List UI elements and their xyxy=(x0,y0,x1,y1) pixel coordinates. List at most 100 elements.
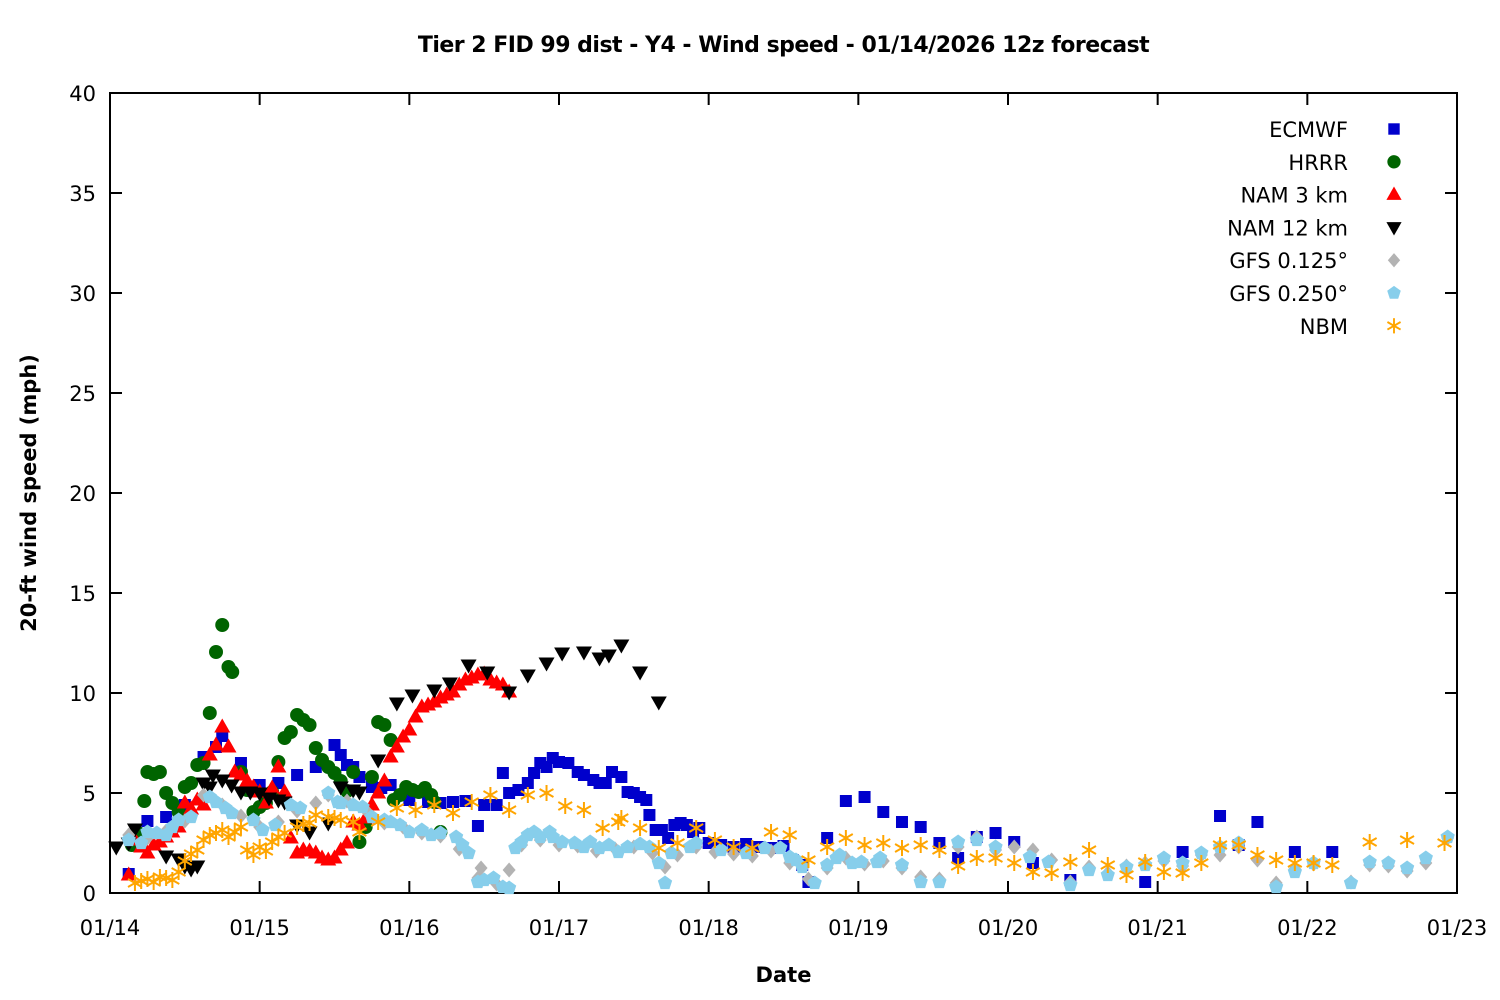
legend-item-nam-12-km: NAM 12 km xyxy=(1227,216,1402,240)
data-point-marker xyxy=(121,832,136,847)
data-point-marker xyxy=(309,795,323,811)
data-point-marker xyxy=(950,858,966,874)
data-point-marker xyxy=(726,839,742,855)
data-point-marker xyxy=(1081,862,1097,877)
data-point-marker xyxy=(858,791,871,803)
legend-label: GFS 0.250° xyxy=(1229,282,1348,306)
data-point-marker xyxy=(1269,879,1284,894)
data-point-marker xyxy=(632,666,649,681)
y-tick-label: 35 xyxy=(69,182,96,206)
data-point-marker xyxy=(969,832,984,847)
data-point-marker xyxy=(575,646,592,661)
data-point-marker xyxy=(171,812,186,827)
data-point-marker xyxy=(894,840,910,856)
data-point-marker xyxy=(554,647,571,662)
data-point-marker xyxy=(227,824,243,840)
data-point-marker xyxy=(894,857,910,872)
data-point-marker xyxy=(519,669,536,684)
data-point-marker xyxy=(913,837,929,853)
data-point-marker xyxy=(1022,849,1037,864)
data-point-marker xyxy=(620,839,635,854)
data-point-marker xyxy=(1119,867,1134,883)
data-point-marker xyxy=(479,666,496,681)
chart-title: Tier 2 FID 99 dist - Y4 - Wind speed - 0… xyxy=(417,33,1150,58)
data-point-marker xyxy=(969,850,985,866)
data-point-marker xyxy=(643,809,656,821)
data-point-marker xyxy=(501,802,517,818)
data-point-marker xyxy=(464,794,480,810)
data-point-marker xyxy=(1387,155,1401,169)
data-point-marker xyxy=(538,657,555,672)
legend-item-gfs-0-125-: GFS 0.125° xyxy=(1229,249,1401,273)
data-point-marker xyxy=(857,837,872,853)
data-point-marker xyxy=(134,835,149,850)
data-point-marker xyxy=(1250,847,1265,863)
data-point-marker xyxy=(1326,846,1339,858)
data-point-marker xyxy=(1306,855,1321,871)
data-point-marker xyxy=(615,771,628,783)
data-point-marker xyxy=(445,805,461,821)
legend-item-nbm: NBM xyxy=(1300,315,1402,339)
data-point-marker xyxy=(474,860,488,876)
data-point-marker xyxy=(613,639,630,654)
x-tick-label: 01/22 xyxy=(1277,916,1338,940)
data-point-marker xyxy=(832,847,847,862)
data-point-marker xyxy=(1399,860,1415,875)
data-point-marker xyxy=(159,786,174,800)
data-point-marker xyxy=(600,649,617,664)
data-point-marker xyxy=(807,875,822,890)
data-point-marker xyxy=(1386,318,1402,334)
data-point-marker xyxy=(583,834,598,849)
data-point-marker xyxy=(932,874,947,889)
data-point-marker xyxy=(308,741,323,755)
data-point-marker xyxy=(355,799,370,814)
data-point-marker xyxy=(1193,855,1209,871)
data-point-marker xyxy=(1386,186,1402,200)
data-point-marker xyxy=(370,754,387,769)
data-point-marker xyxy=(950,834,966,849)
data-point-marker xyxy=(177,853,193,869)
data-point-marker xyxy=(490,799,503,811)
data-point-marker xyxy=(521,777,534,789)
legend: ECMWF HRRR NAM 3 km NAM 12 km GFS 0.125° GFS … xyxy=(1227,118,1402,339)
data-point-marker xyxy=(1343,875,1359,890)
legend-item-gfs-0-250-: GFS 0.250° xyxy=(1229,282,1401,306)
data-point-marker xyxy=(328,739,341,751)
data-point-marker xyxy=(202,706,217,720)
legend-label: NAM 12 km xyxy=(1227,216,1348,240)
data-point-marker xyxy=(195,796,212,811)
data-point-marker xyxy=(408,802,423,818)
data-point-marker xyxy=(208,794,224,809)
legend-label: GFS 0.125° xyxy=(1229,249,1348,273)
data-point-marker xyxy=(239,842,255,858)
data-point-marker xyxy=(171,864,187,880)
data-point-marker xyxy=(401,721,418,736)
data-point-marker xyxy=(854,854,869,869)
data-point-marker xyxy=(308,807,324,823)
data-point-marker xyxy=(689,835,704,850)
data-point-marker xyxy=(664,845,679,860)
data-point-marker xyxy=(346,765,361,779)
data-point-marker xyxy=(914,821,927,833)
data-point-marker xyxy=(707,832,723,848)
data-point-marker xyxy=(591,652,608,667)
data-point-marker xyxy=(1137,854,1153,870)
data-point-marker xyxy=(670,835,685,851)
data-point-marker xyxy=(388,738,405,753)
data-point-marker xyxy=(196,832,211,848)
data-point-marker xyxy=(651,855,666,870)
data-point-marker xyxy=(388,697,405,712)
data-point-marker xyxy=(139,844,156,859)
x-tick-label: 01/23 xyxy=(1427,916,1488,940)
data-point-marker xyxy=(214,822,230,838)
data-point-marker xyxy=(426,797,442,813)
data-point-marker xyxy=(301,826,318,841)
data-point-marker xyxy=(562,757,575,769)
data-point-marker xyxy=(392,817,408,832)
data-point-marker xyxy=(1063,877,1078,892)
data-point-marker xyxy=(1212,837,1228,853)
data-point-marker xyxy=(352,835,367,849)
data-point-marker xyxy=(204,769,221,784)
data-point-marker xyxy=(1362,834,1378,850)
data-point-marker xyxy=(1156,850,1172,865)
